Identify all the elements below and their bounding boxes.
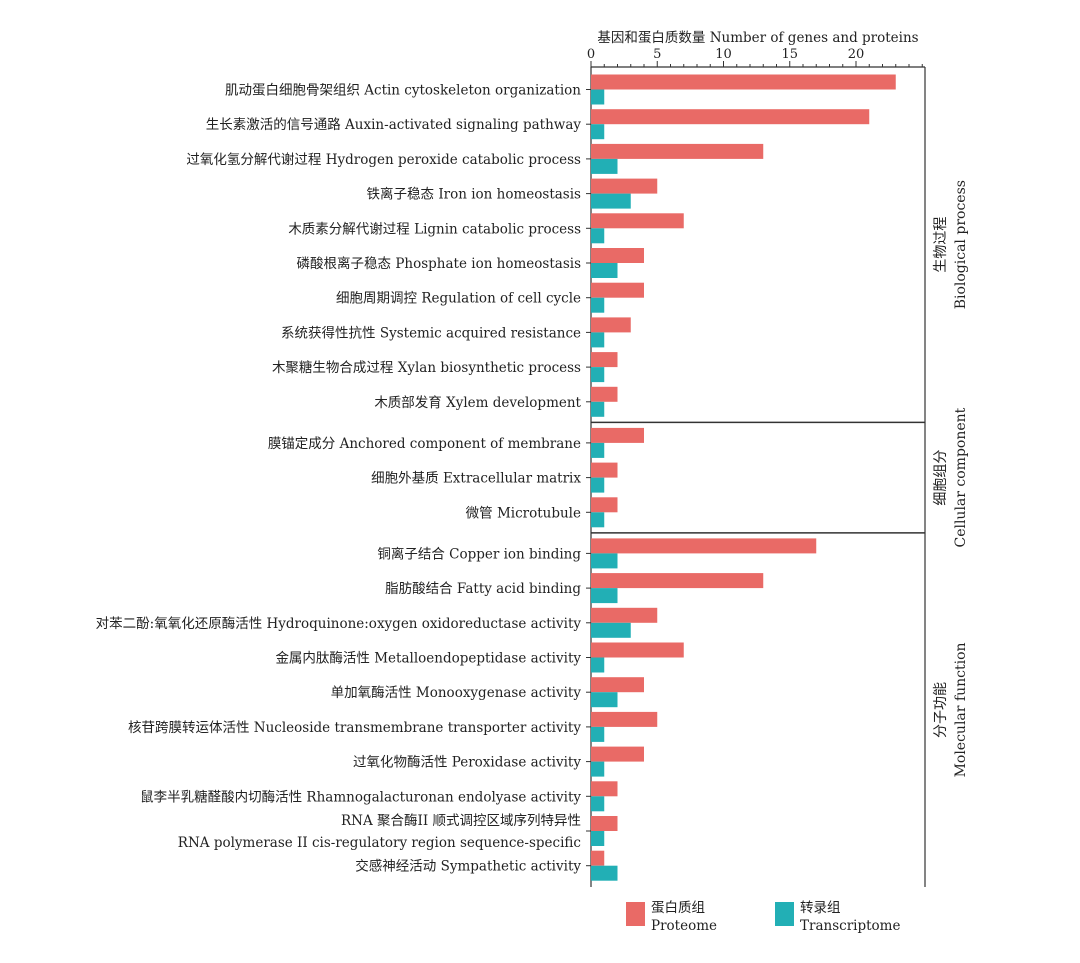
bar-proteome [591,850,605,866]
bar-proteome [591,677,644,693]
bar-transcriptome [591,193,631,209]
bar-transcriptome [591,692,618,708]
bar-transcriptome [591,442,605,458]
bar-transcriptome [591,622,631,638]
bar-proteome [591,497,618,513]
bars [591,74,896,881]
category-label: 过氧化氢分解代谢过程 Hydrogen peroxide catabolic p… [186,152,581,168]
group-label-en: Cellular component [953,407,969,547]
bar-proteome [591,248,644,263]
legend-label-zh: 蛋白质组 [651,900,705,916]
bar-proteome [591,746,644,762]
bar-transcriptome [591,263,618,278]
legend-label-zh: 转录组 [800,900,841,916]
category-label: 膜锚定成分 Anchored component of membrane [268,436,581,452]
category-label: 铁离子稳态 Iron ion homeostasis [367,186,582,203]
bar-transcriptome [591,512,605,528]
bar-transcriptome [591,865,618,881]
bar-proteome [591,213,684,229]
category-label: 核苷跨膜转运体活性 Nucleoside transmembrane trans… [128,720,581,736]
bar-transcriptome [591,796,605,812]
x-tick-label: 15 [781,47,798,62]
legend-swatch-transcriptome [775,902,794,926]
bar-transcriptome [591,726,605,742]
bar-proteome [591,462,618,478]
legend: 蛋白质组 Proteome 转录组 Transcriptome [626,900,900,934]
bar-proteome [591,573,764,589]
category-label: 脂肪酸结合 Fatty acid binding [385,581,581,597]
bar-proteome [591,143,764,159]
group-labels: 生物过程 Biological process 细胞组分 Cellular compo… [933,180,969,777]
bar-transcriptome [591,761,605,777]
bar-transcriptome [591,553,618,569]
bar-proteome [591,781,618,797]
bar-transcriptome [591,588,618,604]
group-label-en: Molecular function [953,642,969,777]
bar-transcriptome [591,401,605,417]
bar-proteome [591,317,631,333]
bar-transcriptome [591,332,605,348]
bar-transcriptome [591,477,605,493]
group-label-zh: 分子功能 [933,682,949,738]
category-label: 细胞周期调控 Regulation of cell cycle [336,291,581,307]
category-label: 金属内肽酶活性 Metalloendopeptidase activity [275,651,581,667]
category-label: 鼠李半乳糖醛酸内切酶活性 Rhamnogalacturonan endolyas… [140,789,581,805]
category-label: 过氧化物酶活性 Peroxidase activity [353,755,581,771]
legend-label-en: Transcriptome [800,918,900,934]
category-label: 系统获得性抗性 Systemic acquired resistance [281,324,581,341]
category-labels: 肌动蛋白细胞骨架组织 Actin cytoskeleton organizati… [96,83,582,875]
x-tick-label: 5 [653,47,661,62]
category-label: 对苯二酚:氧氧化还原酶活性 Hydroquinone:oxygen oxidor… [96,616,582,632]
bar-transcriptome [591,89,605,105]
group-label-en: Biological process [953,180,969,309]
bar-proteome [591,538,817,554]
bar-transcriptome [591,228,605,244]
category-label: 生长素激活的信号通路 Auxin-activated signaling pat… [206,117,582,133]
bar-transcriptome [591,297,605,313]
bar-proteome [591,642,684,658]
legend-swatch-proteome [626,902,645,926]
category-label: 铜离子结合 Copper ion binding [377,545,581,562]
category-label: 肌动蛋白细胞骨架组织 Actin cytoskeleton organizati… [225,83,581,99]
bar-proteome [591,352,618,368]
legend-label-en: Proteome [651,918,717,934]
category-label: RNA 聚合酶II 顺式调控区域序列特异性 [341,813,581,829]
bar-proteome [591,282,644,298]
bar-proteome [591,109,870,125]
group-label-zh: 生物过程 [933,217,949,273]
bar-proteome [591,386,618,402]
category-label: 微管 Microtubule [466,505,581,521]
category-label: 细胞外基质 Extracellular matrix [371,470,581,487]
category-label: 木质素分解代谢过程 Lignin catabolic process [288,221,581,237]
category-label: 单加氧酶活性 Monooxygenase activity [331,685,582,701]
category-label-line2: RNA polymerase II cis-regulatory region … [178,835,581,851]
bar-transcriptome [591,367,605,383]
bar-proteome [591,607,658,623]
category-label: 磷酸根离子稳态 Phosphate ion homeostasis [297,255,582,272]
bar-transcriptome [591,124,605,140]
bar-transcriptome [591,657,605,673]
category-label: 木质部发育 Xylem development [374,395,581,411]
bar-proteome [591,711,658,727]
x-tick-label: 0 [587,47,595,62]
bar-transcriptome [591,158,618,174]
bar-proteome [591,816,618,831]
bar-proteome [591,178,658,194]
x-axis-title: 基因和蛋白质数量 Number of genes and proteins [597,29,918,46]
x-tick-label: 20 [848,47,865,62]
category-label: 交感神经活动 Sympathetic activity [355,858,581,875]
bar-proteome [591,74,896,90]
category-label: 木聚糖生物合成过程 Xylan biosynthetic process [272,360,581,376]
group-label-zh: 细胞组分 [933,450,949,506]
bar-proteome [591,427,644,443]
x-tick-label: 10 [715,47,732,62]
bar-transcriptome [591,831,605,846]
